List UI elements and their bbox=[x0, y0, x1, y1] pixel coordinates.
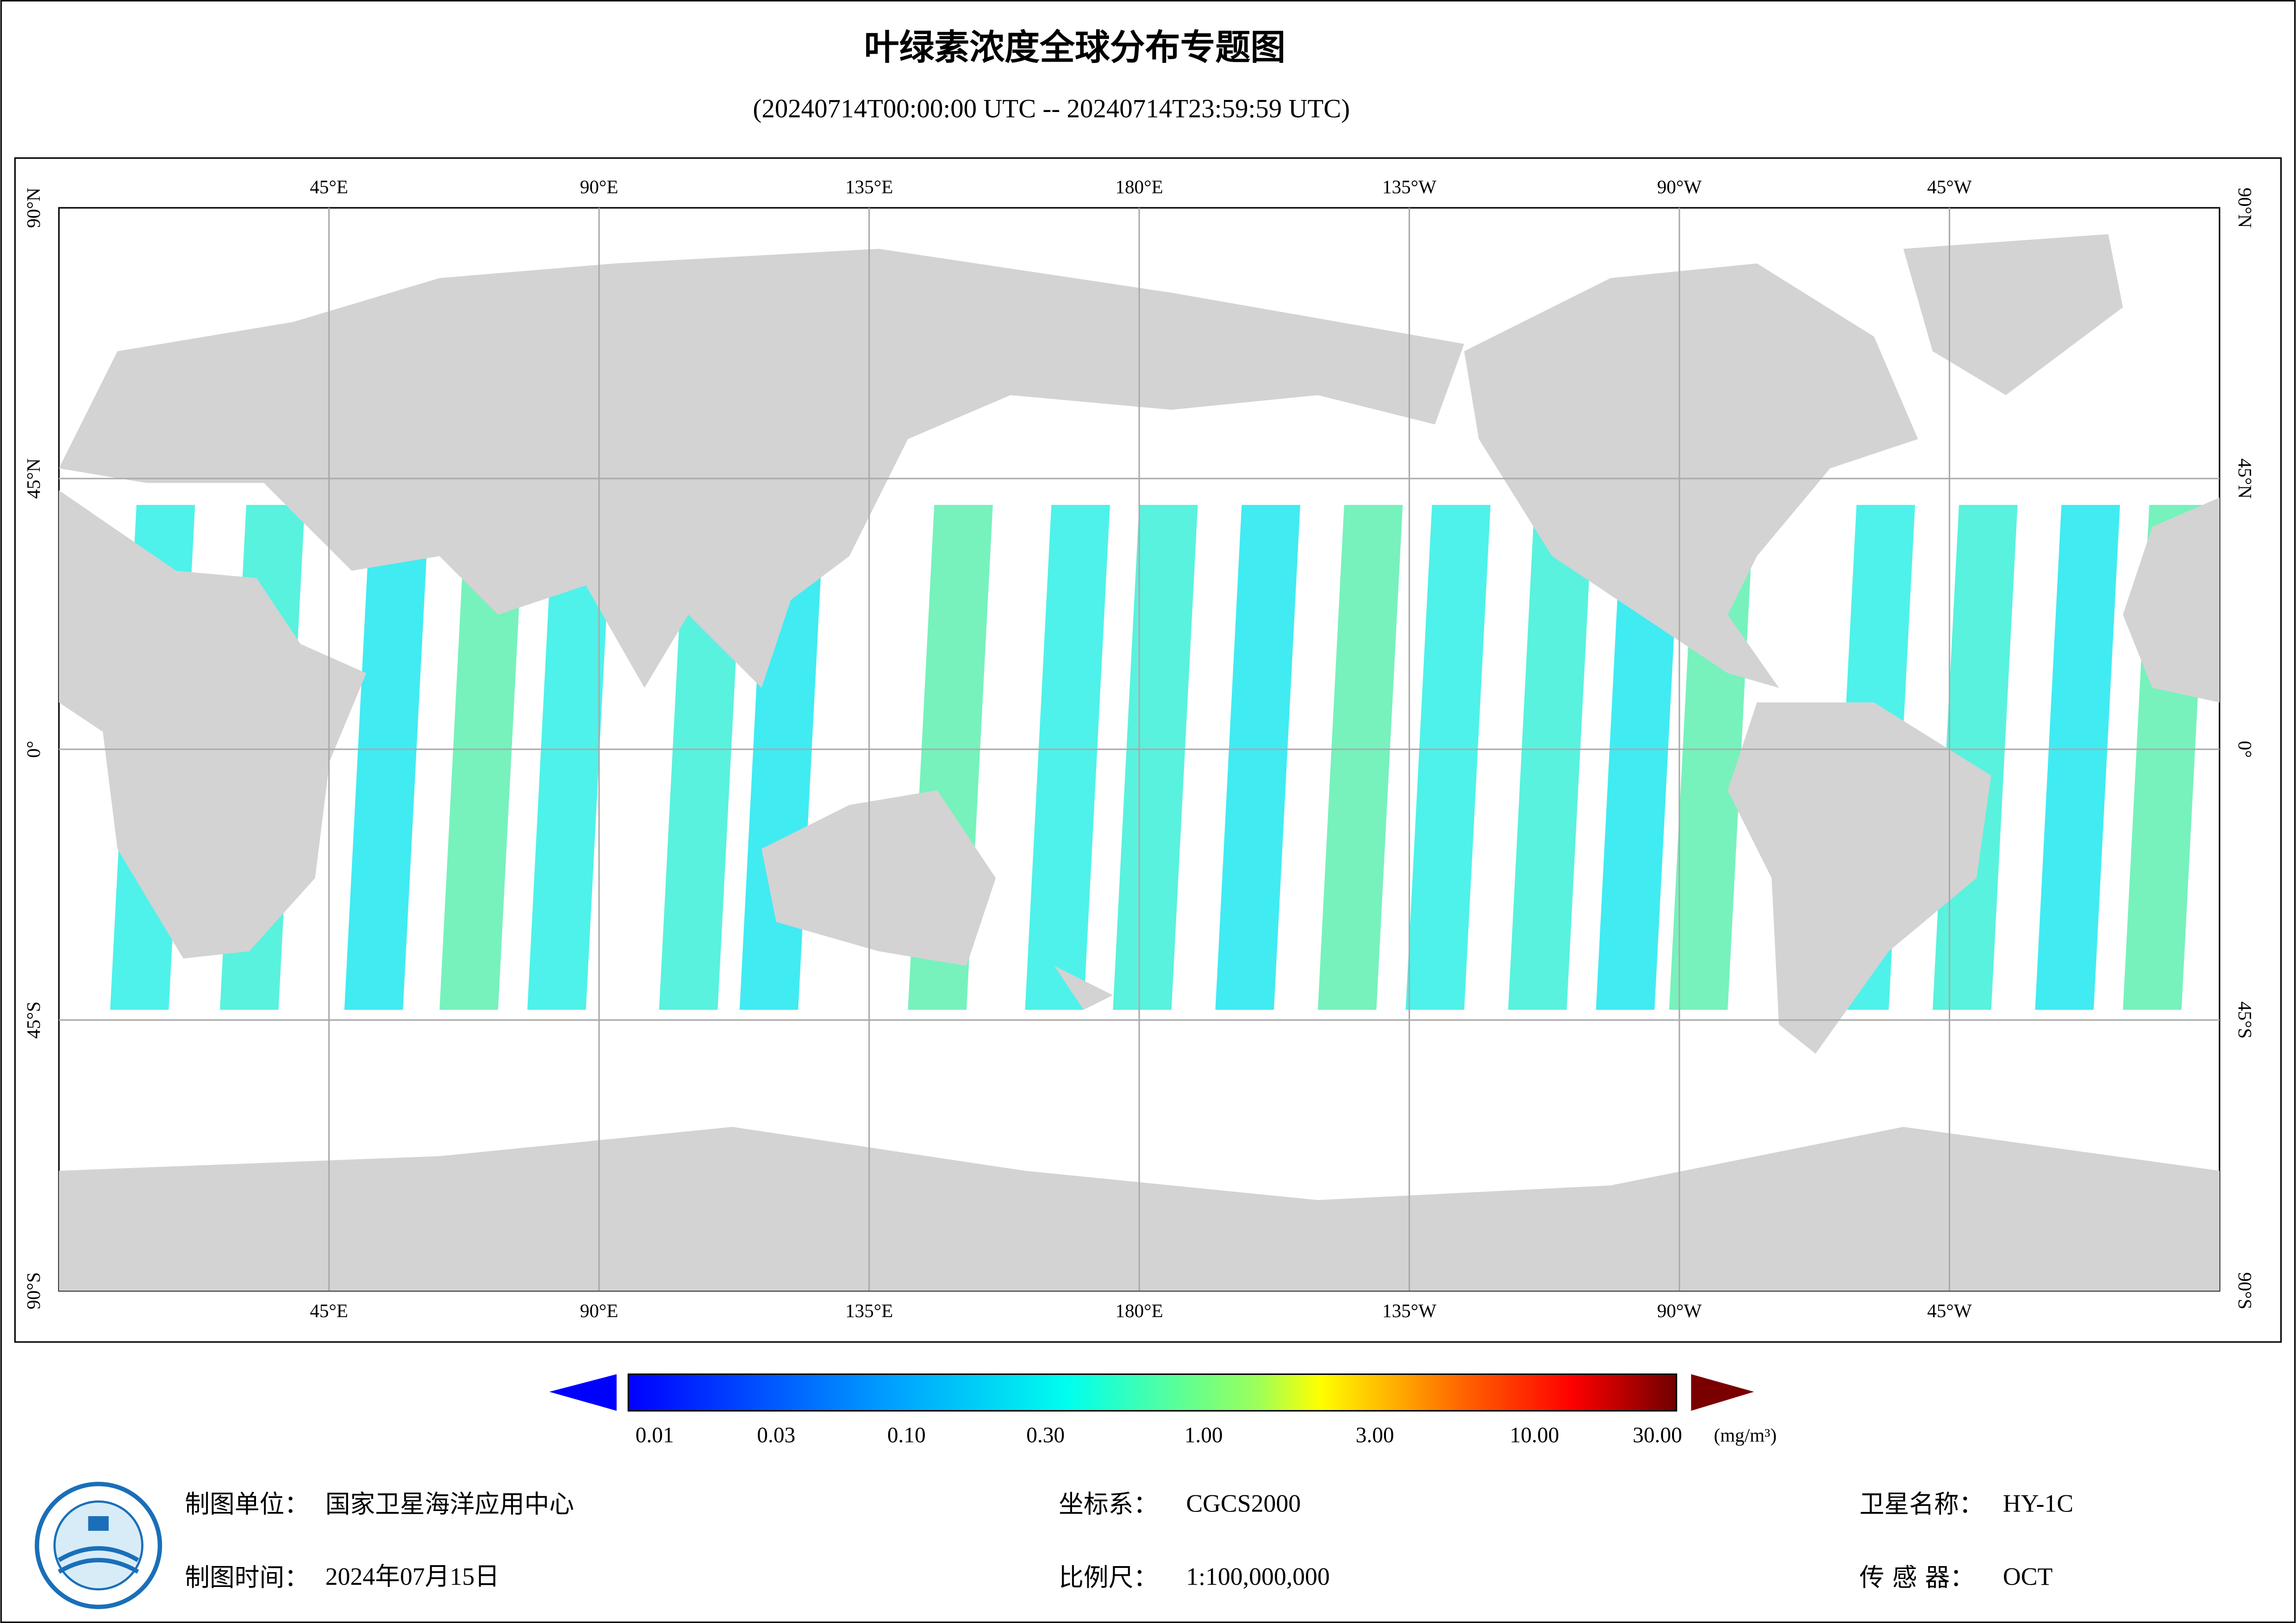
footer-value: CGCS2000 bbox=[1186, 1489, 1301, 1517]
footer-label: 制图时间： bbox=[185, 1563, 309, 1592]
footer-label: 传 感 器： bbox=[1859, 1563, 1975, 1592]
lat-label-left: 90°N bbox=[23, 187, 44, 228]
lat-label-right: 0° bbox=[2234, 741, 2256, 758]
colorbar-tick: 3.00 bbox=[1356, 1423, 1394, 1447]
footer-value: 2024年07月15日 bbox=[325, 1562, 499, 1590]
footer-label: 制图单位： bbox=[185, 1490, 309, 1519]
lon-label-top: 180°E bbox=[1115, 176, 1163, 197]
colorbar-high-arrow bbox=[1691, 1374, 1754, 1411]
lat-label-right: 90°N bbox=[2234, 187, 2256, 228]
swath bbox=[1596, 504, 1681, 1010]
footer-value: 1:100,000,000 bbox=[1186, 1562, 1330, 1590]
graticule-labels: 45°E 45°E 90°E 90°E 135°E 135°E 180°E 180°E 135°… bbox=[23, 176, 2256, 1321]
lat-label-left: 45°S bbox=[23, 1001, 44, 1038]
colorbar-tick: 30.00 bbox=[1633, 1423, 1682, 1447]
colorbar-tick: 0.01 bbox=[636, 1423, 674, 1447]
lon-label-top: 135°W bbox=[1382, 176, 1436, 197]
lon-label-bottom: 135°W bbox=[1382, 1300, 1436, 1321]
graticule bbox=[59, 208, 2220, 1291]
colorbar-unit: (mg/m³) bbox=[1714, 1424, 1777, 1446]
lon-label-top: 90°W bbox=[1657, 176, 1702, 197]
colorbar-low-arrow bbox=[549, 1374, 617, 1411]
map-frame bbox=[14, 157, 2282, 1343]
swath bbox=[1025, 504, 1110, 1010]
footer-label: 坐标系： bbox=[1059, 1490, 1158, 1519]
colorbar-tick: 10.00 bbox=[1510, 1423, 1559, 1447]
lon-label-bottom: 45°E bbox=[310, 1300, 348, 1321]
footer-value: OCT bbox=[2003, 1562, 2053, 1590]
colorbar-tick: 0.03 bbox=[757, 1423, 795, 1447]
lat-label-left: 90°S bbox=[23, 1272, 44, 1309]
footer-label: 比例尺： bbox=[1059, 1563, 1158, 1592]
swath bbox=[1405, 504, 1491, 1010]
lat-label-left: 0° bbox=[23, 741, 44, 758]
lon-label-bottom: 45°W bbox=[1927, 1300, 1972, 1321]
lon-label-bottom: 90°E bbox=[580, 1300, 618, 1321]
title: 叶绿素浓度全球分布专题图 bbox=[864, 27, 1286, 68]
footer-value: HY-1C bbox=[2003, 1489, 2073, 1517]
swath bbox=[1317, 504, 1403, 1010]
lat-label-right: 45°S bbox=[2234, 1001, 2256, 1038]
lon-label-bottom: 180°E bbox=[1115, 1300, 1163, 1321]
colorbar bbox=[627, 1373, 1678, 1412]
lat-label-right: 90°S bbox=[2234, 1272, 2256, 1309]
swath bbox=[2035, 504, 2120, 1010]
subtitle: (20240714T00:00:00 UTC -- 20240714T23:59… bbox=[753, 94, 1350, 123]
lon-label-bottom: 90°W bbox=[1657, 1300, 1702, 1321]
colorbar-tick: 1.00 bbox=[1185, 1423, 1223, 1447]
footer-label: 卫星名称： bbox=[1859, 1490, 1984, 1519]
swath bbox=[344, 504, 430, 1010]
colorbar-tick: 0.10 bbox=[887, 1423, 926, 1447]
lon-label-top: 135°E bbox=[845, 176, 893, 197]
swath bbox=[439, 504, 524, 1010]
swath bbox=[1215, 504, 1300, 1010]
logo bbox=[35, 1481, 162, 1609]
lat-label-left: 45°N bbox=[23, 458, 44, 498]
lon-label-top: 45°E bbox=[310, 176, 348, 197]
map: 45°E 45°E 90°E 90°E 135°E 135°E 180°E 180°E 135°… bbox=[23, 176, 2256, 1321]
lon-label-top: 45°W bbox=[1927, 176, 1972, 197]
colorbar-tick: 0.30 bbox=[1026, 1423, 1065, 1447]
footer-value: 国家卫星海洋应用中心 bbox=[325, 1490, 574, 1519]
swath bbox=[1113, 504, 1198, 1010]
lat-label-right: 45°N bbox=[2234, 458, 2256, 498]
swath bbox=[1508, 504, 1593, 1010]
swath bbox=[527, 504, 612, 1010]
lon-label-bottom: 135°E bbox=[845, 1300, 893, 1321]
lon-label-top: 90°E bbox=[580, 176, 618, 197]
